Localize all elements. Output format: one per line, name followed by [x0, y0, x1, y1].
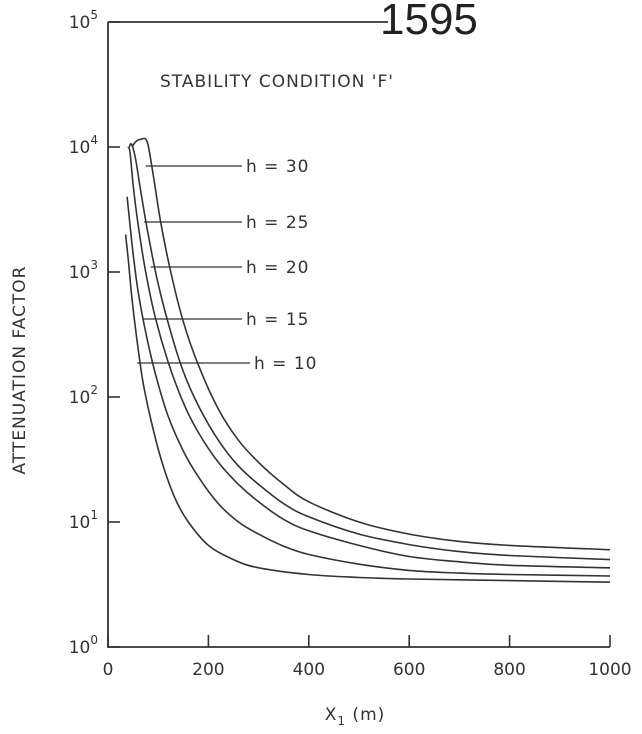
y-tick-label: 100: [69, 633, 98, 658]
page-number: 1595: [380, 0, 478, 44]
axes: [107, 21, 610, 648]
y-tick-label: 102: [69, 383, 98, 408]
x-tick-label: 0: [103, 660, 114, 680]
y-tick-label: 105: [69, 8, 98, 33]
series-line: [131, 137, 611, 551]
series-label-group: h = 30 h = 25 h = 20 h = 15 h = 10: [137, 157, 317, 374]
series-label: h = 25: [246, 213, 309, 233]
series-line: [127, 146, 611, 569]
x-axis-title-sub: 1: [337, 714, 346, 728]
series-label: h = 15: [246, 310, 309, 330]
x-axis-title-unit: (m): [346, 705, 385, 725]
y-tick-label: 101: [69, 508, 98, 533]
curve-group: [124, 137, 611, 583]
chart-title: STABILITY CONDITION 'F': [160, 72, 394, 92]
series-line: [124, 234, 611, 583]
y-tick-label: 104: [69, 133, 98, 158]
x-tick-label: 200: [192, 660, 224, 680]
tick-group: 0 200 400 600 800 1000 100 101 102 103 104 105: [69, 8, 632, 680]
series-line: [126, 196, 611, 577]
x-axis-title-main: X: [325, 705, 338, 725]
x-tick-label: 600: [393, 660, 425, 680]
x-tick-label: 800: [493, 660, 525, 680]
x-tick-label: 1000: [588, 660, 631, 680]
series-label: h = 10: [254, 354, 317, 374]
series-label: h = 20: [246, 258, 309, 278]
series-line: [128, 143, 611, 561]
series-label: h = 30: [246, 157, 309, 177]
axis-frame: [107, 22, 610, 648]
y-tick-label: 103: [69, 258, 98, 283]
y-axis-title: ATTENUATION FACTOR: [10, 266, 30, 475]
x-axis-title: X1 (m): [325, 705, 386, 728]
x-tick-label: 400: [293, 660, 325, 680]
